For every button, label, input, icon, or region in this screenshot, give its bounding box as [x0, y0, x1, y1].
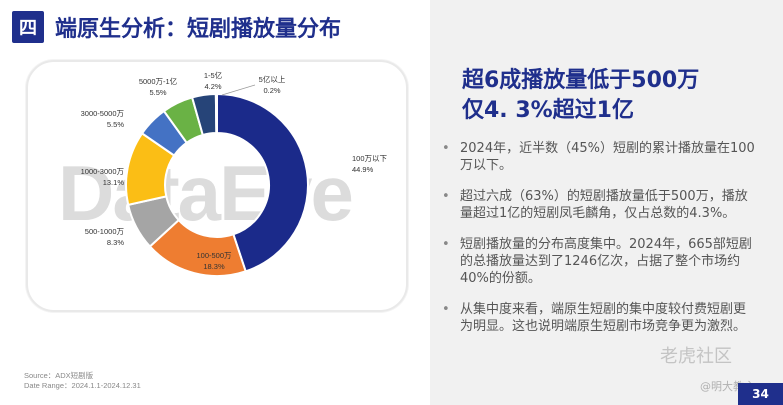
header: 四 端原生分析：短剧播放量分布 — [0, 0, 430, 52]
page-title: 端原生分析：短剧播放量分布 — [55, 17, 342, 42]
bullet-item: • 2024年，近半数（45%）短剧的累计播放量在100万以下。 — [438, 140, 758, 174]
slice-value-label-4: 5.5% — [107, 120, 124, 129]
slice-category-label-3: 1000-3000万 — [81, 167, 125, 176]
slice-value-label-5: 5.5% — [149, 88, 166, 97]
section-number-badge: 四 — [12, 11, 44, 43]
slice-category-label-1: 100-500万 — [196, 251, 232, 260]
page-number: 34 — [738, 383, 783, 405]
slice-category-label-4: 3000-5000万 — [81, 109, 125, 118]
bullet-item: • 超过六成（63%）的短剧播放量低于500万，播放量超过1亿的短剧凤毛麟角，仅占… — [438, 188, 758, 222]
slice-category-label-6: 1-5亿 — [204, 70, 223, 80]
bullet-text: 2024年，近半数（45%）短剧的累计播放量在100万以下。 — [460, 141, 755, 173]
logo-watermark: 老虎社区 — [660, 346, 732, 367]
bullet-dot-icon: • — [442, 189, 450, 204]
slice-value-label-7: 0.2% — [263, 86, 280, 95]
donut-slice-7 — [214, 92, 218, 135]
bullet-dot-icon: • — [442, 141, 450, 156]
headline: 超6成播放量低于500万 仅4. 3%超过1亿 — [462, 66, 762, 126]
headline-line-1: 超6成播放量低于500万 — [462, 68, 700, 93]
source-line: Source：ADX短剧版 — [24, 371, 94, 380]
bullet-text: 从集中度来看，端原生短剧的集中度较付费短剧更为明显。这也说明端原生短剧市场竞争更… — [460, 302, 747, 334]
slice-category-label-2: 500-1000万 — [85, 227, 125, 236]
leader-line-7 — [221, 84, 256, 96]
right-panel — [430, 0, 783, 405]
slice-category-label-0: 100万以下 — [352, 154, 388, 163]
slice-category-label-5: 5000万-1亿 — [139, 76, 178, 86]
bullet-dot-icon: • — [442, 237, 450, 252]
headline-line-2: 仅4. 3%超过1亿 — [462, 98, 634, 123]
slice-value-label-2: 8.3% — [107, 238, 124, 247]
donut-slice-0 — [216, 92, 309, 273]
slice-value-label-1: 18.3% — [203, 262, 225, 271]
bullet-list: • 2024年，近半数（45%）短剧的累计播放量在100万以下。 • 超过六成（63… — [438, 140, 758, 349]
donut-chart: 100万以下 44.9% 100-500万 18.3% 500-1000万 8.3% 100… — [81, 70, 388, 277]
slice-value-label-3: 13.1% — [103, 178, 125, 187]
bullet-text: 短剧播放量的分布高度集中。2024年，665部短剧的总播放量达到了1246亿次，… — [460, 237, 752, 286]
bullet-dot-icon: • — [442, 302, 450, 317]
bullet-item: • 短剧播放量的分布高度集中。2024年，665部短剧的总播放量达到了1246亿次… — [438, 236, 758, 287]
slice-value-label-0: 44.9% — [352, 165, 374, 174]
slice-category-label-7: 5亿以上 — [259, 74, 286, 84]
date-range-line: Date Range：2024.1.1-2024.12.31 — [24, 381, 141, 390]
bullet-text: 超过六成（63%）的短剧播放量低于500万，播放量超过1亿的短剧凤毛麟角，仅占总… — [460, 189, 748, 221]
bullet-item: • 从集中度来看，端原生短剧的集中度较付费短剧更为明显。这也说明端原生短剧市场竞争… — [438, 301, 758, 335]
slice-value-label-6: 4.2% — [204, 82, 221, 91]
